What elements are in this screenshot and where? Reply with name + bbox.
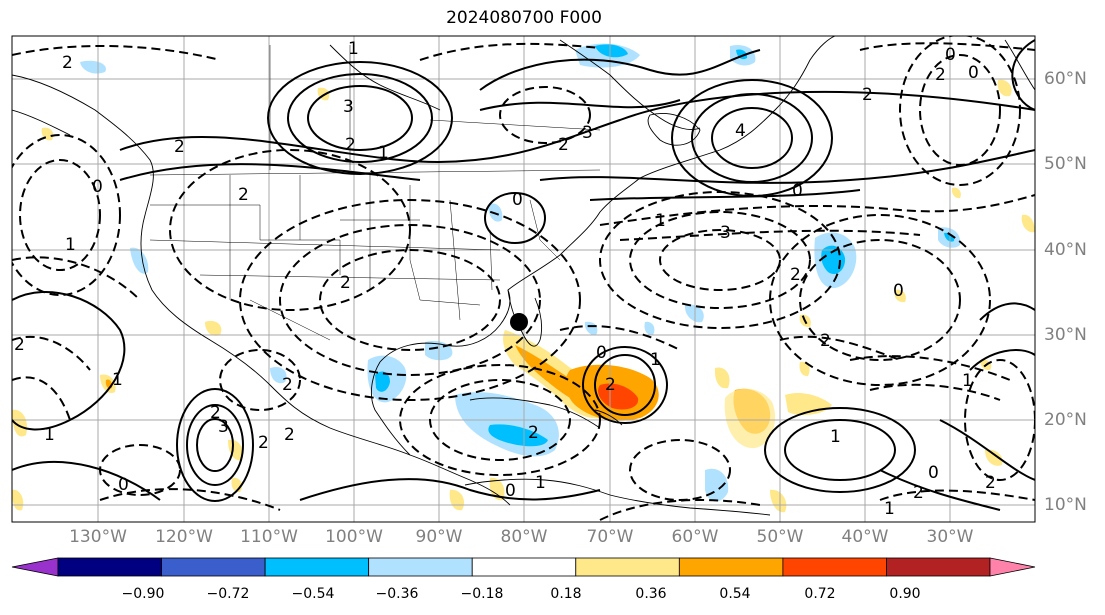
contour-label: 1: [830, 427, 841, 447]
dashed-contours: [12, 36, 1035, 521]
contour-label: 1: [44, 425, 55, 445]
shade-positive-caribbean-core: [598, 383, 639, 410]
contour-label: 2: [238, 185, 249, 205]
colorbar-segment: [264, 557, 370, 577]
contour-label: 0: [928, 463, 939, 483]
contour-label: 1: [112, 370, 123, 390]
contour-label: 1: [884, 499, 895, 519]
colorbar-segment: [368, 557, 473, 577]
colorbar-label: 0.90: [889, 586, 921, 602]
contour-label-group: 2 1 3 2 1 0 2 3 2 4 0 2 0 2 1 3 2 0 1 2 …: [14, 39, 996, 519]
colorbar-label: 0.54: [719, 586, 751, 602]
contour-label: 1: [962, 371, 973, 391]
contour-label: 0: [118, 475, 129, 495]
contour-label: 2: [62, 53, 73, 73]
contour-label: 1: [378, 143, 389, 163]
contour-label: 0: [945, 45, 956, 65]
colorbar-label: −0.54: [291, 586, 335, 602]
contour-label: 0: [893, 281, 904, 301]
colorbar-segment: [471, 557, 577, 577]
lon-label-100w: 100°W: [325, 527, 383, 547]
graticule: [12, 36, 1035, 522]
colorbar-segment: [782, 557, 887, 577]
contour-label: 2: [935, 65, 946, 85]
contour-label: 1: [535, 473, 546, 493]
colorbar-label: −0.18: [460, 586, 504, 602]
contour-label: 2: [210, 403, 221, 423]
lon-label-40w: 40°W: [841, 527, 889, 547]
contour-label: 1: [655, 211, 666, 231]
lon-label-90w: 90°W: [415, 527, 463, 547]
contour-label: 2: [528, 423, 539, 443]
contour-label: 2: [790, 265, 801, 285]
lat-label-60n: 60°N: [1044, 69, 1087, 89]
lat-label-20n: 20°N: [1044, 410, 1087, 430]
contour-label: 4: [735, 121, 746, 141]
contour-label: 2: [605, 375, 616, 395]
colorbar-extend-high: [989, 557, 1036, 577]
colorbar-label: 0.72: [804, 586, 836, 602]
contour-label: 3: [218, 417, 229, 437]
colorbar-label: −0.72: [206, 586, 250, 602]
contour-label: 0: [596, 343, 607, 363]
lon-label-30w: 30°W: [926, 527, 974, 547]
contour-label: 1: [348, 39, 359, 59]
map-title: 2024080700 F000: [446, 8, 602, 28]
contour-label: 2: [284, 425, 295, 445]
contour-label: 3: [343, 97, 354, 117]
coastlines: [12, 36, 1035, 516]
weather-map: 2 1 3 2 1 0 2 3 2 4 0 2 0 2 1 3 2 0 1 2 …: [11, 35, 1036, 523]
contour-label: 0: [512, 190, 523, 210]
contour-label: 2: [558, 135, 569, 155]
colorbar-segment: [678, 557, 784, 577]
contour-label: 2: [345, 135, 356, 155]
contour-label: 2: [340, 273, 351, 293]
colorbar-segment: [575, 557, 680, 577]
colorbar-segment: [886, 557, 991, 577]
contour-label: 2: [14, 335, 25, 355]
lon-label-80w: 80°W: [500, 527, 548, 547]
contour-label: 2: [282, 375, 293, 395]
contour-label: 2: [820, 331, 831, 351]
colorbar-segment: [161, 557, 266, 577]
lon-label-60w: 60°W: [671, 527, 719, 547]
colorbar-label: −0.36: [375, 586, 419, 602]
lat-label-10n: 10°N: [1044, 495, 1087, 515]
contour-label: 0: [792, 181, 803, 201]
contour-label: 2: [985, 473, 996, 493]
lon-label-70w: 70°W: [586, 527, 634, 547]
contour-label: 2: [913, 483, 924, 503]
colorbar-label: 0.18: [550, 586, 582, 602]
contour-lines: [12, 36, 1035, 521]
storm-center-marker: [510, 313, 528, 331]
solid-contours: [12, 39, 1035, 511]
contour-label: 0: [92, 177, 103, 197]
contour-label: 0: [968, 63, 979, 83]
lat-label-50n: 50°N: [1044, 154, 1087, 174]
contour-label: 3: [720, 223, 731, 243]
colorbar-label: −0.90: [121, 586, 165, 602]
lat-label-30n: 30°N: [1044, 325, 1087, 345]
lon-label-110w: 110°W: [240, 527, 298, 547]
contour-label: 1: [65, 235, 76, 255]
contour-label: 2: [258, 433, 269, 453]
contour-label: 3: [582, 123, 593, 143]
contour-label: 2: [862, 85, 873, 105]
contour-label: 0: [505, 481, 516, 501]
lon-label-50w: 50°W: [756, 527, 804, 547]
contour-label: 1: [650, 350, 661, 370]
contour-label: 2: [174, 137, 185, 157]
lon-label-130w: 130°W: [69, 527, 127, 547]
lon-label-120w: 120°W: [155, 527, 213, 547]
colorbar-label: 0.36: [635, 586, 667, 602]
colorbar: [11, 557, 1036, 577]
lat-label-40n: 40°N: [1044, 240, 1087, 260]
colorbar-segment: [57, 557, 162, 577]
colorbar-extend-low: [11, 557, 59, 577]
